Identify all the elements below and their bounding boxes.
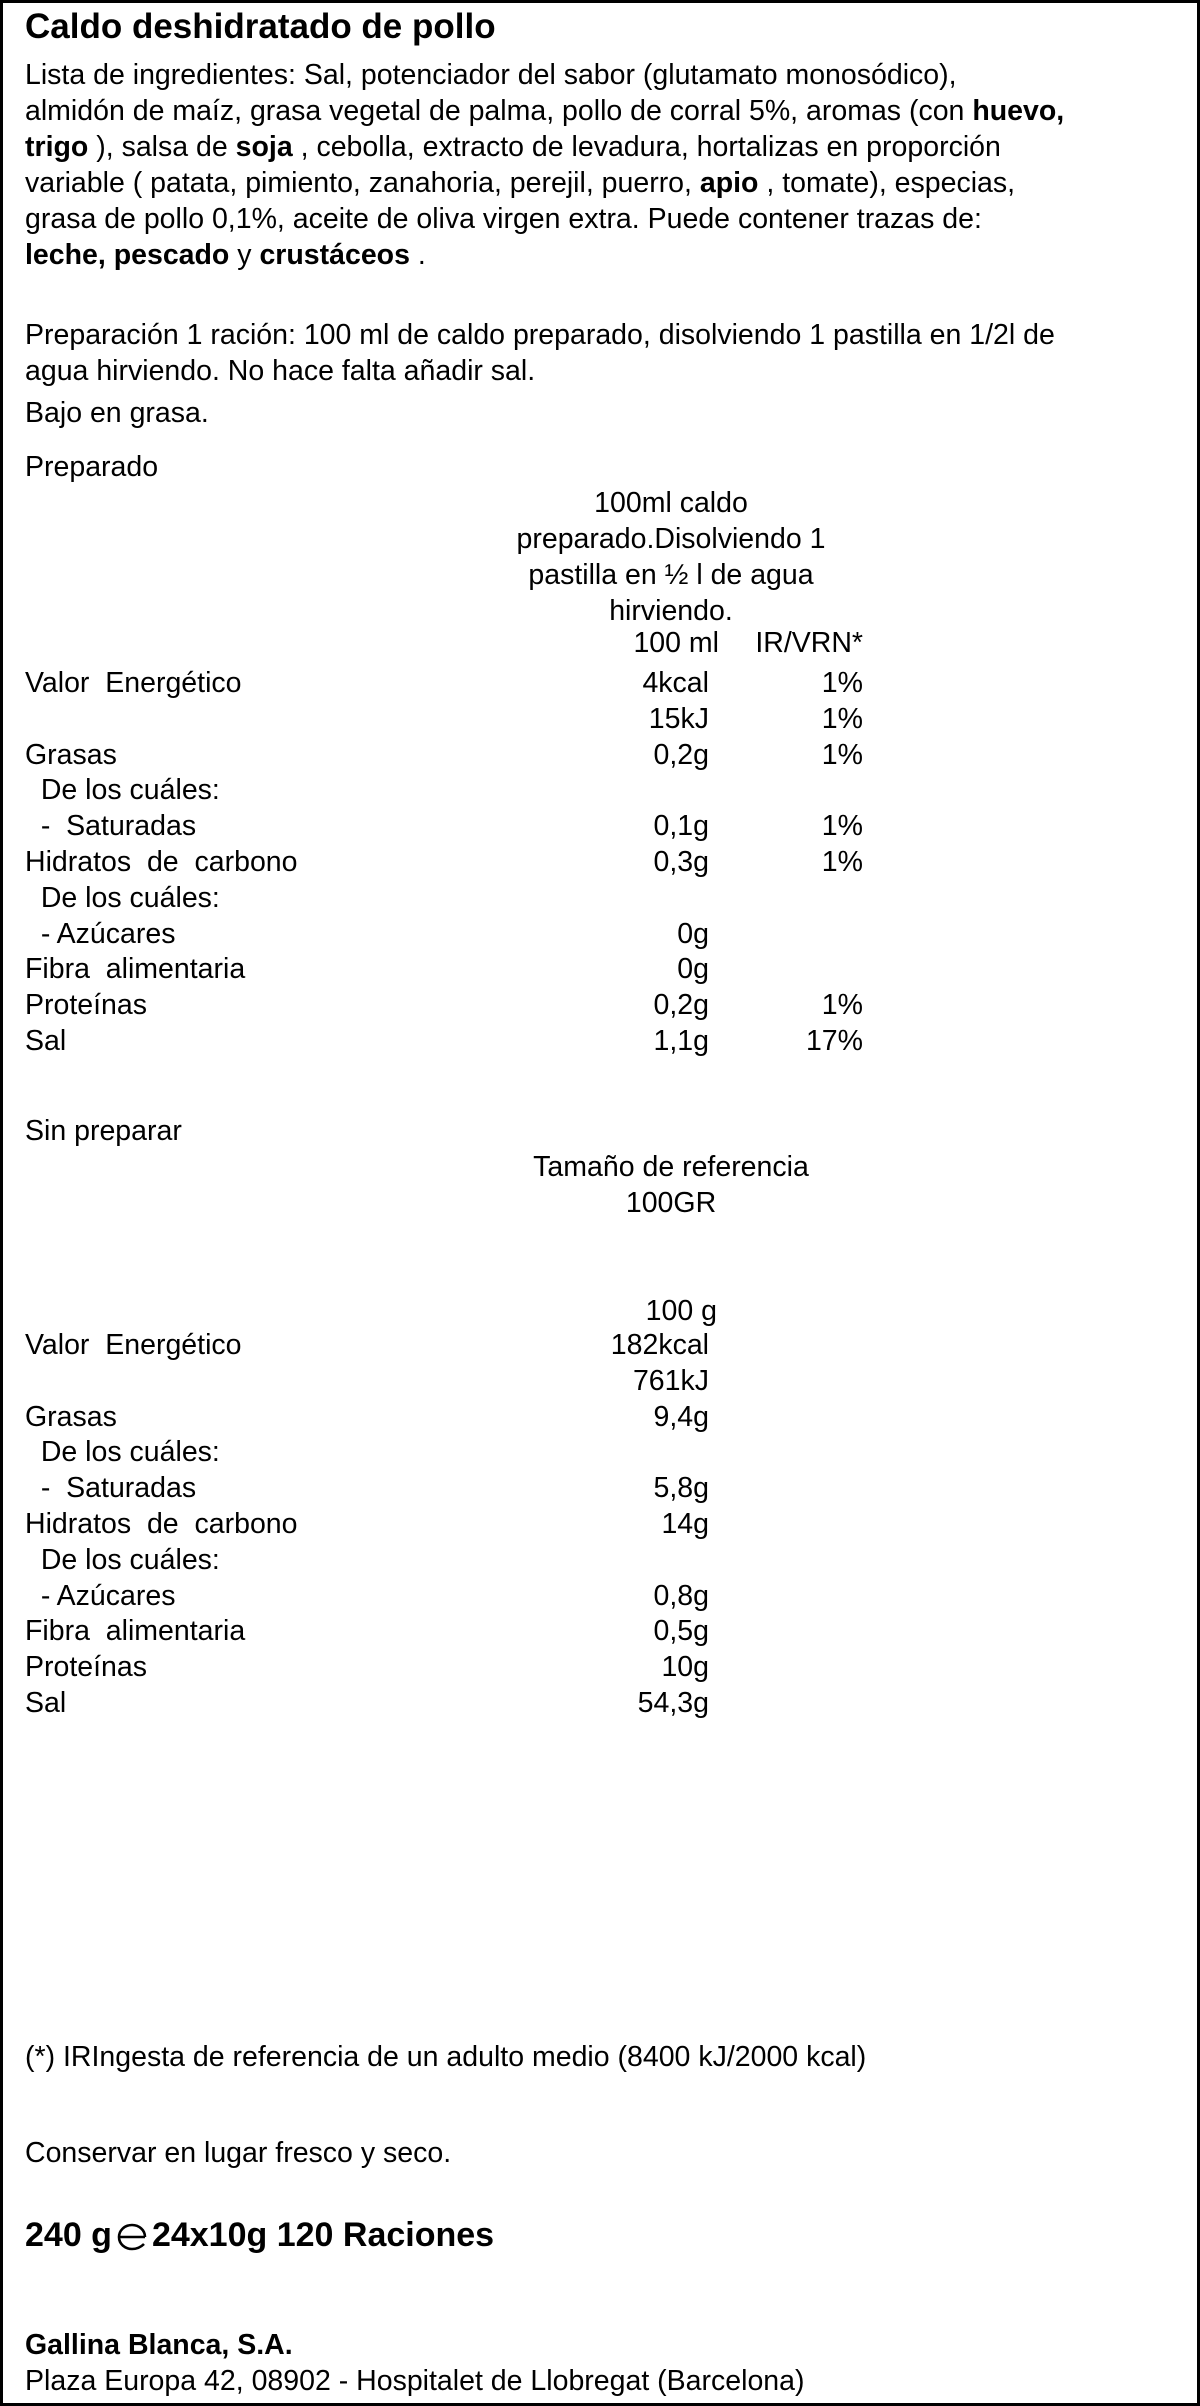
preparation-line-2: agua hirviendo. No hace falta añadir sal… [25, 355, 536, 387]
prepared-row-value: 15kJ [648, 702, 709, 735]
prepared-row-ri: 1% [821, 989, 863, 1022]
preparation-line-1: Preparación 1 ración: 100 ml de caldo pr… [25, 319, 1055, 351]
unprepared-row-value: 54,3g [637, 1687, 709, 1719]
unprepared-row-label: De los cuáles: [25, 1543, 220, 1576]
unprepared-row-label: De los cuáles: [25, 1436, 220, 1469]
prepared-row-label: Sal [25, 1025, 67, 1057]
prepared-row-value: 0,2g [653, 989, 709, 1022]
unprepared-row-value: 14g [661, 1508, 709, 1540]
prepared-row-ri: 1% [821, 810, 863, 843]
unprepared-row-value: 5,8g [653, 1472, 709, 1505]
net-quantity: 240 g 24x10g 120 Raciones [25, 2215, 494, 2255]
company-address: Plaza Europa 42, 08902 - Hospitalet de L… [25, 2365, 805, 2397]
prepared-serving-line: hirviendo. [609, 595, 733, 627]
traces-crustaceans: crustáceos [259, 239, 410, 271]
reference-size-line: Tamaño de referencia [533, 1151, 809, 1183]
prepared-row-ri: 1% [821, 738, 863, 771]
prepared-row-ri: 17% [805, 1025, 863, 1057]
unprepared-row-label: Grasas [25, 1400, 117, 1433]
unprepared-row-label: Sal [25, 1687, 67, 1719]
unprepared-row-label: Fibra alimentaria [25, 1615, 246, 1648]
prepared-row-ri: 1% [821, 667, 863, 699]
unprepared-row-label: - Azúcares [25, 1579, 176, 1612]
unprepared-row-value: 761kJ [632, 1364, 709, 1397]
prepared-row-value: 0,2g [653, 738, 709, 771]
estimated-e-mark-icon [117, 2223, 147, 2251]
pack-contents: 24x10g 120 Raciones [151, 2216, 495, 2254]
unprepared-row-label: Valor Energético [25, 1329, 242, 1361]
prepared-row-value: 0,3g [653, 846, 709, 878]
prepared-row-ri: 1% [821, 846, 863, 878]
unprepared-row-label: - Saturadas [25, 1472, 197, 1505]
prepared-row-value: 0,1g [653, 810, 709, 843]
unprepared-row-value: 0,5g [653, 1615, 709, 1648]
allergen-egg: huevo, [972, 95, 1065, 127]
prepared-serving-line: pastilla en ½ l de agua [528, 559, 814, 591]
prepared-heading: Preparado [25, 451, 159, 483]
product-title: Caldo deshidratado de pollo [25, 7, 496, 46]
ingredients-line-1: Lista de ingredientes: Sal, potenciador … [25, 59, 957, 91]
prepared-row-value: 0g [677, 953, 709, 986]
traces-milk-fish: leche, pescado [25, 239, 230, 271]
unprepared-row-label: Hidratos de carbono [25, 1508, 298, 1540]
unprepared-row-value: 10g [661, 1651, 709, 1684]
prepared-row-value: 0g [677, 917, 709, 950]
ingredients-line-3: trigo ), salsa de soja , cebolla, extrac… [25, 131, 1001, 163]
ingredients-line-5: grasa de pollo 0,1%, aceite de oliva vir… [25, 203, 982, 235]
unprepared-row-label: Proteínas [25, 1651, 147, 1684]
ingredients-line-4: variable ( patata, pimiento, zanahoria, … [25, 167, 1016, 199]
prepared-row-label: - Azúcares [25, 917, 176, 950]
prepared-row-label: De los cuáles: [25, 881, 220, 914]
prepared-row-label: Valor Energético [25, 667, 242, 699]
prepared-row-value: 1,1g [653, 1025, 709, 1057]
unprepared-row-value: 0,8g [653, 1579, 709, 1612]
prepared-row-label: - Saturadas [25, 810, 197, 843]
ri-footnote: (*) IRIngesta de referencia de un adulto… [25, 2041, 867, 2073]
unprepared-col-amount-header: 100 g [645, 1295, 717, 1327]
storage-instructions: Conservar en lugar fresco y seco. [25, 2137, 452, 2169]
prepared-serving-line: 100ml caldo [594, 487, 748, 519]
prepared-col-ri-header: IR/VRN* [755, 627, 863, 659]
ingredients-line-6: leche, pescado y crustáceos . [25, 239, 426, 271]
prepared-row-label: De los cuáles: [25, 774, 220, 807]
allergen-celery: apio [699, 167, 759, 199]
prepared-col-amount-header: 100 ml [633, 627, 719, 659]
reference-size-line: 100GR [625, 1187, 717, 1219]
unprepared-heading: Sin preparar [25, 1115, 182, 1147]
prepared-row-label: Hidratos de carbono [25, 846, 298, 878]
prepared-row-ri: 1% [821, 702, 863, 735]
prepared-row-value: 4kcal [642, 667, 709, 699]
prepared-row-label: Proteínas [25, 989, 147, 1022]
unprepared-row-value: 9,4g [653, 1400, 709, 1433]
prepared-row-label: Grasas [25, 738, 117, 771]
allergen-soy: soja [235, 131, 293, 163]
ingredients-line-2: almidón de maíz, grasa vegetal de palma,… [25, 95, 1065, 127]
low-fat-claim: Bajo en grasa. [25, 397, 209, 429]
prepared-row-label: Fibra alimentaria [25, 953, 246, 986]
prepared-serving-line: preparado.Disolviendo 1 [516, 523, 826, 555]
company-name: Gallina Blanca, S.A. [25, 2329, 293, 2361]
net-weight: 240 g [25, 2216, 112, 2254]
allergen-wheat: trigo [25, 131, 89, 163]
unprepared-row-value: 182kcal [610, 1329, 709, 1361]
